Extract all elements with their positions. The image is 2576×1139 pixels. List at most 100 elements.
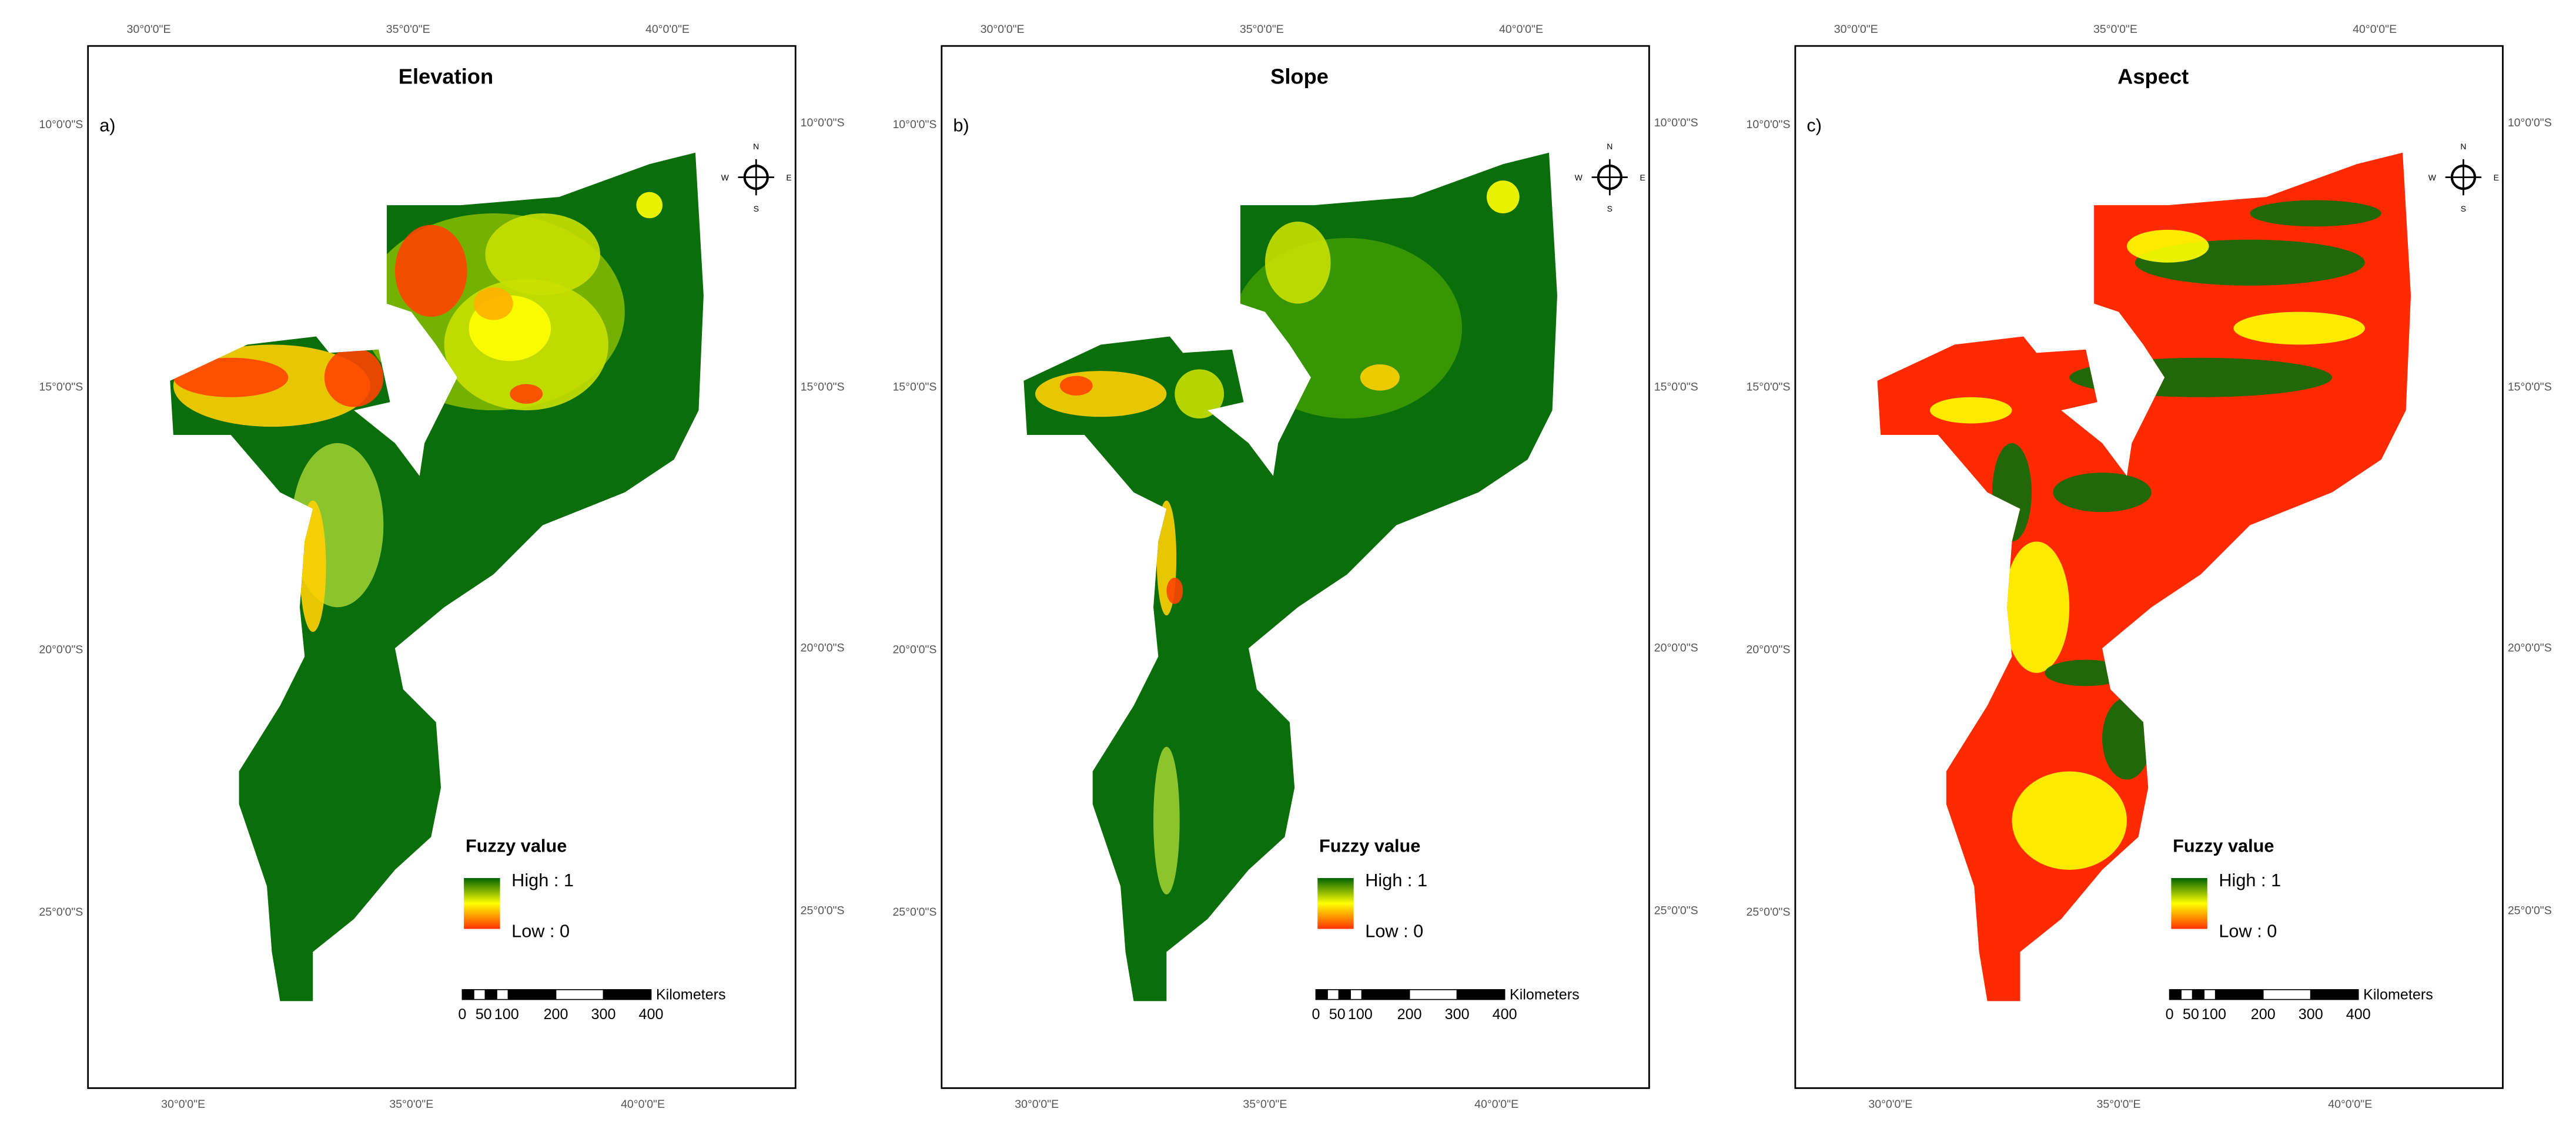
top-tick-label: 40°0'0"E <box>1499 23 1543 36</box>
compass-letter: N <box>2460 142 2466 151</box>
left-tick-label: 15°0'0"S <box>39 381 83 394</box>
scale-label: 50 <box>1329 1006 1346 1023</box>
raster-patch <box>1035 371 1167 417</box>
scale-label: 100 <box>1348 1006 1373 1023</box>
scale-segment <box>1409 989 1458 1000</box>
scale-label: 400 <box>2346 1006 2371 1023</box>
scale-segment <box>2203 989 2216 1000</box>
right-tick-label: 10°0'0"S <box>2508 116 2552 129</box>
legend-ramp <box>1317 877 1354 929</box>
right-tick-label: 20°0'0"S <box>801 642 845 655</box>
right-tick-label: 20°0'0"S <box>2508 642 2552 655</box>
scale-segment <box>2169 989 2182 1000</box>
left-tick-label: 20°0'0"S <box>39 643 83 656</box>
top-tick-label: 30°0'0"E <box>127 23 171 36</box>
raster-patch <box>1929 397 2012 424</box>
scale-segment <box>496 989 509 1000</box>
top-tick-label: 40°0'0"E <box>2353 23 2397 36</box>
scale-segment <box>1338 989 1351 1000</box>
map-panel: Aspect c) 30°0'0"E 35°0'0"E 40°0'0"E 30°0'0"E… <box>1747 23 2552 1111</box>
raster-patch <box>394 225 467 317</box>
raster-patch <box>1153 746 1180 895</box>
map-panel: Slope b) 30°0'0"E 35°0'0"E 40°0'0"E 30°0'0"E 3… <box>892 23 1698 1111</box>
right-tick-label: 10°0'0"S <box>1654 116 1698 129</box>
left-tick-label: 20°0'0"S <box>892 643 936 656</box>
compass-letter: S <box>2461 204 2466 213</box>
raster-patch <box>2012 771 2127 870</box>
bottom-tick-label: 30°0'0"E <box>1015 1098 1059 1111</box>
compass-letter: N <box>1607 142 1612 151</box>
scale-segment <box>2180 989 2193 1000</box>
legend-title: Fuzzy value <box>1319 835 1420 856</box>
raster-patch <box>173 357 289 397</box>
raster-patch <box>324 348 384 407</box>
left-tick-label: 10°0'0"S <box>39 118 83 131</box>
scale-unit: Kilometers <box>656 987 726 1003</box>
raster-patch <box>2233 311 2365 345</box>
bottom-tick-label: 40°0'0"E <box>621 1098 665 1111</box>
left-tick-label: 15°0'0"S <box>1747 381 1791 394</box>
panel-label: a) <box>99 115 115 135</box>
bottom-tick-label: 35°0'0"E <box>1243 1098 1287 1111</box>
scale-segment <box>484 989 497 1000</box>
scale-segment <box>1327 989 1340 1000</box>
scale-label: 400 <box>639 1006 664 1023</box>
raster-patch <box>1166 577 1183 604</box>
legend-title: Fuzzy value <box>2173 835 2274 856</box>
scale-label: 0 <box>2166 1006 2174 1023</box>
legend-ramp <box>2171 877 2207 929</box>
raster-patch <box>1486 180 1520 214</box>
panel-label: c) <box>1806 115 1822 135</box>
raster-patch <box>510 384 543 404</box>
top-tick-label: 30°0'0"E <box>1834 23 1878 36</box>
raster-patch <box>2003 541 2070 673</box>
scale-label: 0 <box>458 1006 466 1023</box>
compass-letter: S <box>754 204 759 213</box>
compass-letter: W <box>2428 173 2437 182</box>
raster-patch <box>2102 697 2152 780</box>
compass-letter: N <box>753 142 759 151</box>
legend-ramp <box>464 877 500 929</box>
scale-segment <box>2214 989 2264 1000</box>
bottom-tick-label: 35°0'0"E <box>2097 1098 2141 1111</box>
bottom-tick-label: 40°0'0"E <box>1474 1098 1518 1111</box>
compass-letter: E <box>2494 173 2499 182</box>
map-panel: Elevation a) 30°0'0"E 35°0'0"E 40°0'0"E 30°0'… <box>39 23 844 1111</box>
left-tick-label: 10°0'0"S <box>1747 118 1791 131</box>
compass-letter: E <box>1640 173 1645 182</box>
raster-patch <box>1360 364 1400 391</box>
right-tick-label: 15°0'0"S <box>801 381 845 394</box>
right-tick-label: 20°0'0"S <box>1654 642 1698 655</box>
scale-label: 100 <box>2202 1006 2226 1023</box>
raster-patch <box>2053 473 2152 512</box>
left-tick-label: 10°0'0"S <box>892 118 936 131</box>
raster-patch <box>1175 369 1225 419</box>
scale-label: 0 <box>1312 1006 1320 1023</box>
panel-title: Elevation <box>399 64 493 88</box>
scale-segment <box>2310 989 2359 1000</box>
legend-low: Low : 0 <box>1365 921 1423 942</box>
scale-label: 200 <box>1397 1006 1422 1023</box>
legend-high: High : 1 <box>2219 870 2281 890</box>
scale-label: 300 <box>1445 1006 1470 1023</box>
raster-patch <box>473 287 513 320</box>
legend-high: High : 1 <box>511 870 574 890</box>
top-tick-label: 30°0'0"E <box>981 23 1025 36</box>
scale-label: 300 <box>591 1006 616 1023</box>
scale-segment <box>2262 989 2311 1000</box>
compass-letter: W <box>721 173 730 182</box>
legend-title: Fuzzy value <box>466 835 567 856</box>
raster-patch <box>636 192 663 219</box>
scale-segment <box>603 989 652 1000</box>
raster-patch <box>485 213 600 296</box>
right-tick-label: 10°0'0"S <box>801 116 845 129</box>
scale-label: 50 <box>2183 1006 2199 1023</box>
scale-label: 200 <box>544 1006 568 1023</box>
raster-patch <box>2126 229 2209 263</box>
panel-title: Aspect <box>2117 64 2189 88</box>
raster-patch <box>1264 221 1331 304</box>
legend-low: Low : 0 <box>2219 921 2277 942</box>
scale-label: 200 <box>2251 1006 2276 1023</box>
right-tick-label: 15°0'0"S <box>1654 381 1698 394</box>
